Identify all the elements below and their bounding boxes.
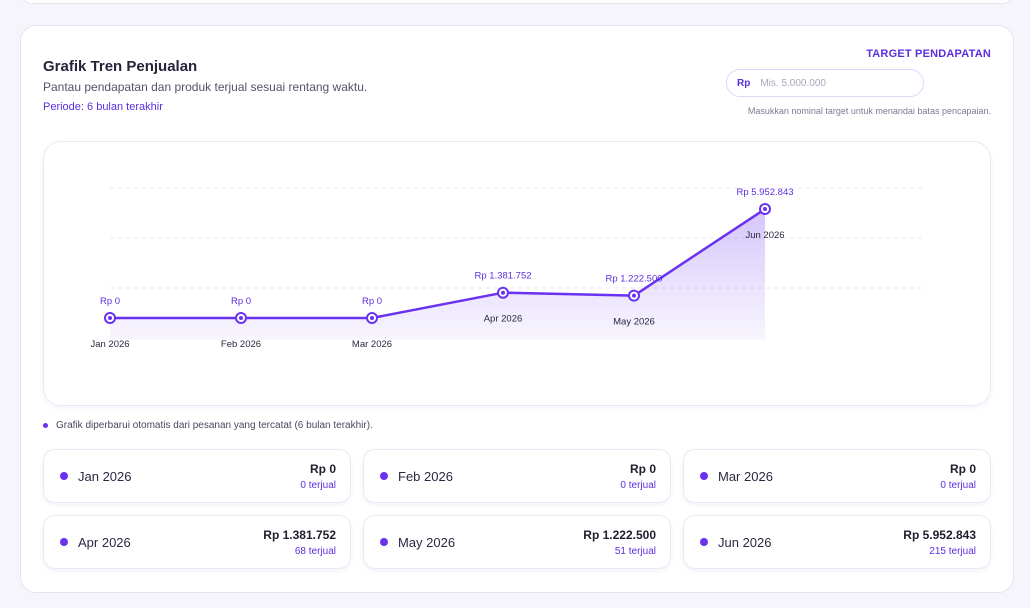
- data-point-core-2: [370, 316, 374, 320]
- month-card: Feb 2026 Rp 0 0 terjual: [363, 449, 671, 503]
- month-revenue: Rp 0: [949, 462, 976, 476]
- target-hint: Masukkan nominal target untuk menandai b…: [747, 106, 991, 116]
- month-dot-icon: [700, 538, 708, 546]
- month-dot-icon: [700, 472, 708, 480]
- x-tick-label-0: Jan 2026: [90, 339, 129, 350]
- x-tick-label-4: May 2026: [613, 317, 655, 328]
- chart-note: Grafik diperbarui otomatis dari pesanan …: [43, 420, 373, 431]
- data-point-core-1: [239, 316, 243, 320]
- month-name: Jun 2026: [718, 535, 772, 550]
- chart-note-text: Grafik diperbarui otomatis dari pesanan …: [56, 420, 373, 431]
- sales-trend-card: Grafik Tren Penjualan Pantau pendapatan …: [20, 25, 1014, 593]
- target-label: TARGET PENDAPATAN: [866, 48, 991, 60]
- month-name: Apr 2026: [78, 535, 131, 550]
- month-name: May 2026: [398, 535, 456, 550]
- month-revenue: Rp 1.222.500: [583, 528, 656, 542]
- month-name: Jan 2026: [78, 469, 132, 484]
- month-sold-count: 51 terjual: [614, 546, 656, 557]
- value-label-2: Rp 0: [362, 296, 382, 307]
- previous-section-card: [20, 0, 1014, 4]
- month-sold-count: 68 terjual: [294, 546, 336, 557]
- month-card: May 2026 Rp 1.222.500 51 terjual: [363, 515, 671, 569]
- x-tick-label-5: Jun 2026: [745, 230, 784, 241]
- month-sold-count: 0 terjual: [300, 480, 336, 491]
- value-label-1: Rp 0: [231, 296, 251, 307]
- month-sold-count: 0 terjual: [620, 480, 656, 491]
- month-card: Apr 2026 Rp 1.381.752 68 terjual: [43, 515, 351, 569]
- month-card: Jan 2026 Rp 0 0 terjual: [43, 449, 351, 503]
- month-name: Mar 2026: [718, 469, 773, 484]
- period-label: Periode: 6 bulan terakhir: [43, 101, 163, 113]
- trend-line: [110, 207, 766, 320]
- month-dot-icon: [380, 538, 388, 546]
- month-revenue: Rp 5.952.843: [903, 528, 976, 542]
- value-label-0: Rp 0: [100, 296, 120, 307]
- data-point-core-0: [108, 316, 112, 320]
- x-tick-label-2: Mar 2026: [352, 339, 392, 350]
- value-label-4: Rp 1.222.500: [605, 274, 662, 285]
- x-tick-label-3: Apr 2026: [484, 314, 523, 325]
- month-sold-count: 0 terjual: [940, 480, 976, 491]
- month-revenue: Rp 0: [309, 462, 336, 476]
- page-subtitle: Pantau pendapatan dan produk terjual ses…: [43, 80, 368, 94]
- month-name: Feb 2026: [398, 469, 453, 484]
- month-revenue: Rp 1.381.752: [263, 528, 336, 542]
- currency-prefix: Rp: [737, 77, 751, 89]
- target-input-wrapper[interactable]: Rp: [726, 69, 924, 97]
- bullet-dot-icon: [43, 423, 48, 428]
- value-label-3: Rp 1.381.752: [474, 271, 531, 282]
- month-sold-count: 215 terjual: [929, 546, 976, 557]
- month-dot-icon: [60, 472, 68, 480]
- page-title: Grafik Tren Penjualan: [43, 58, 198, 75]
- month-dot-icon: [60, 538, 68, 546]
- x-tick-label-1: Feb 2026: [221, 339, 261, 350]
- month-card: Jun 2026 Rp 5.952.843 215 terjual: [683, 515, 991, 569]
- trend-chart: Rp 0 Jan 2026 Rp 0 Feb 2026 Rp 0 Mar 2026 Rp 1…: [43, 141, 991, 406]
- data-point-core-5: [763, 207, 767, 211]
- data-point-core-4: [632, 293, 636, 298]
- month-dot-icon: [380, 472, 388, 480]
- month-card: Mar 2026 Rp 0 0 terjual: [683, 449, 991, 503]
- value-label-5: Rp 5.952.843: [736, 187, 793, 198]
- trend-area: [110, 209, 765, 340]
- trend-chart-svg: Rp 0 Jan 2026 Rp 0 Feb 2026 Rp 0 Mar 2026 Rp 1…: [90, 187, 924, 350]
- month-revenue: Rp 0: [629, 462, 656, 476]
- data-point-core-3: [501, 290, 505, 295]
- target-revenue-input[interactable]: [760, 77, 901, 89]
